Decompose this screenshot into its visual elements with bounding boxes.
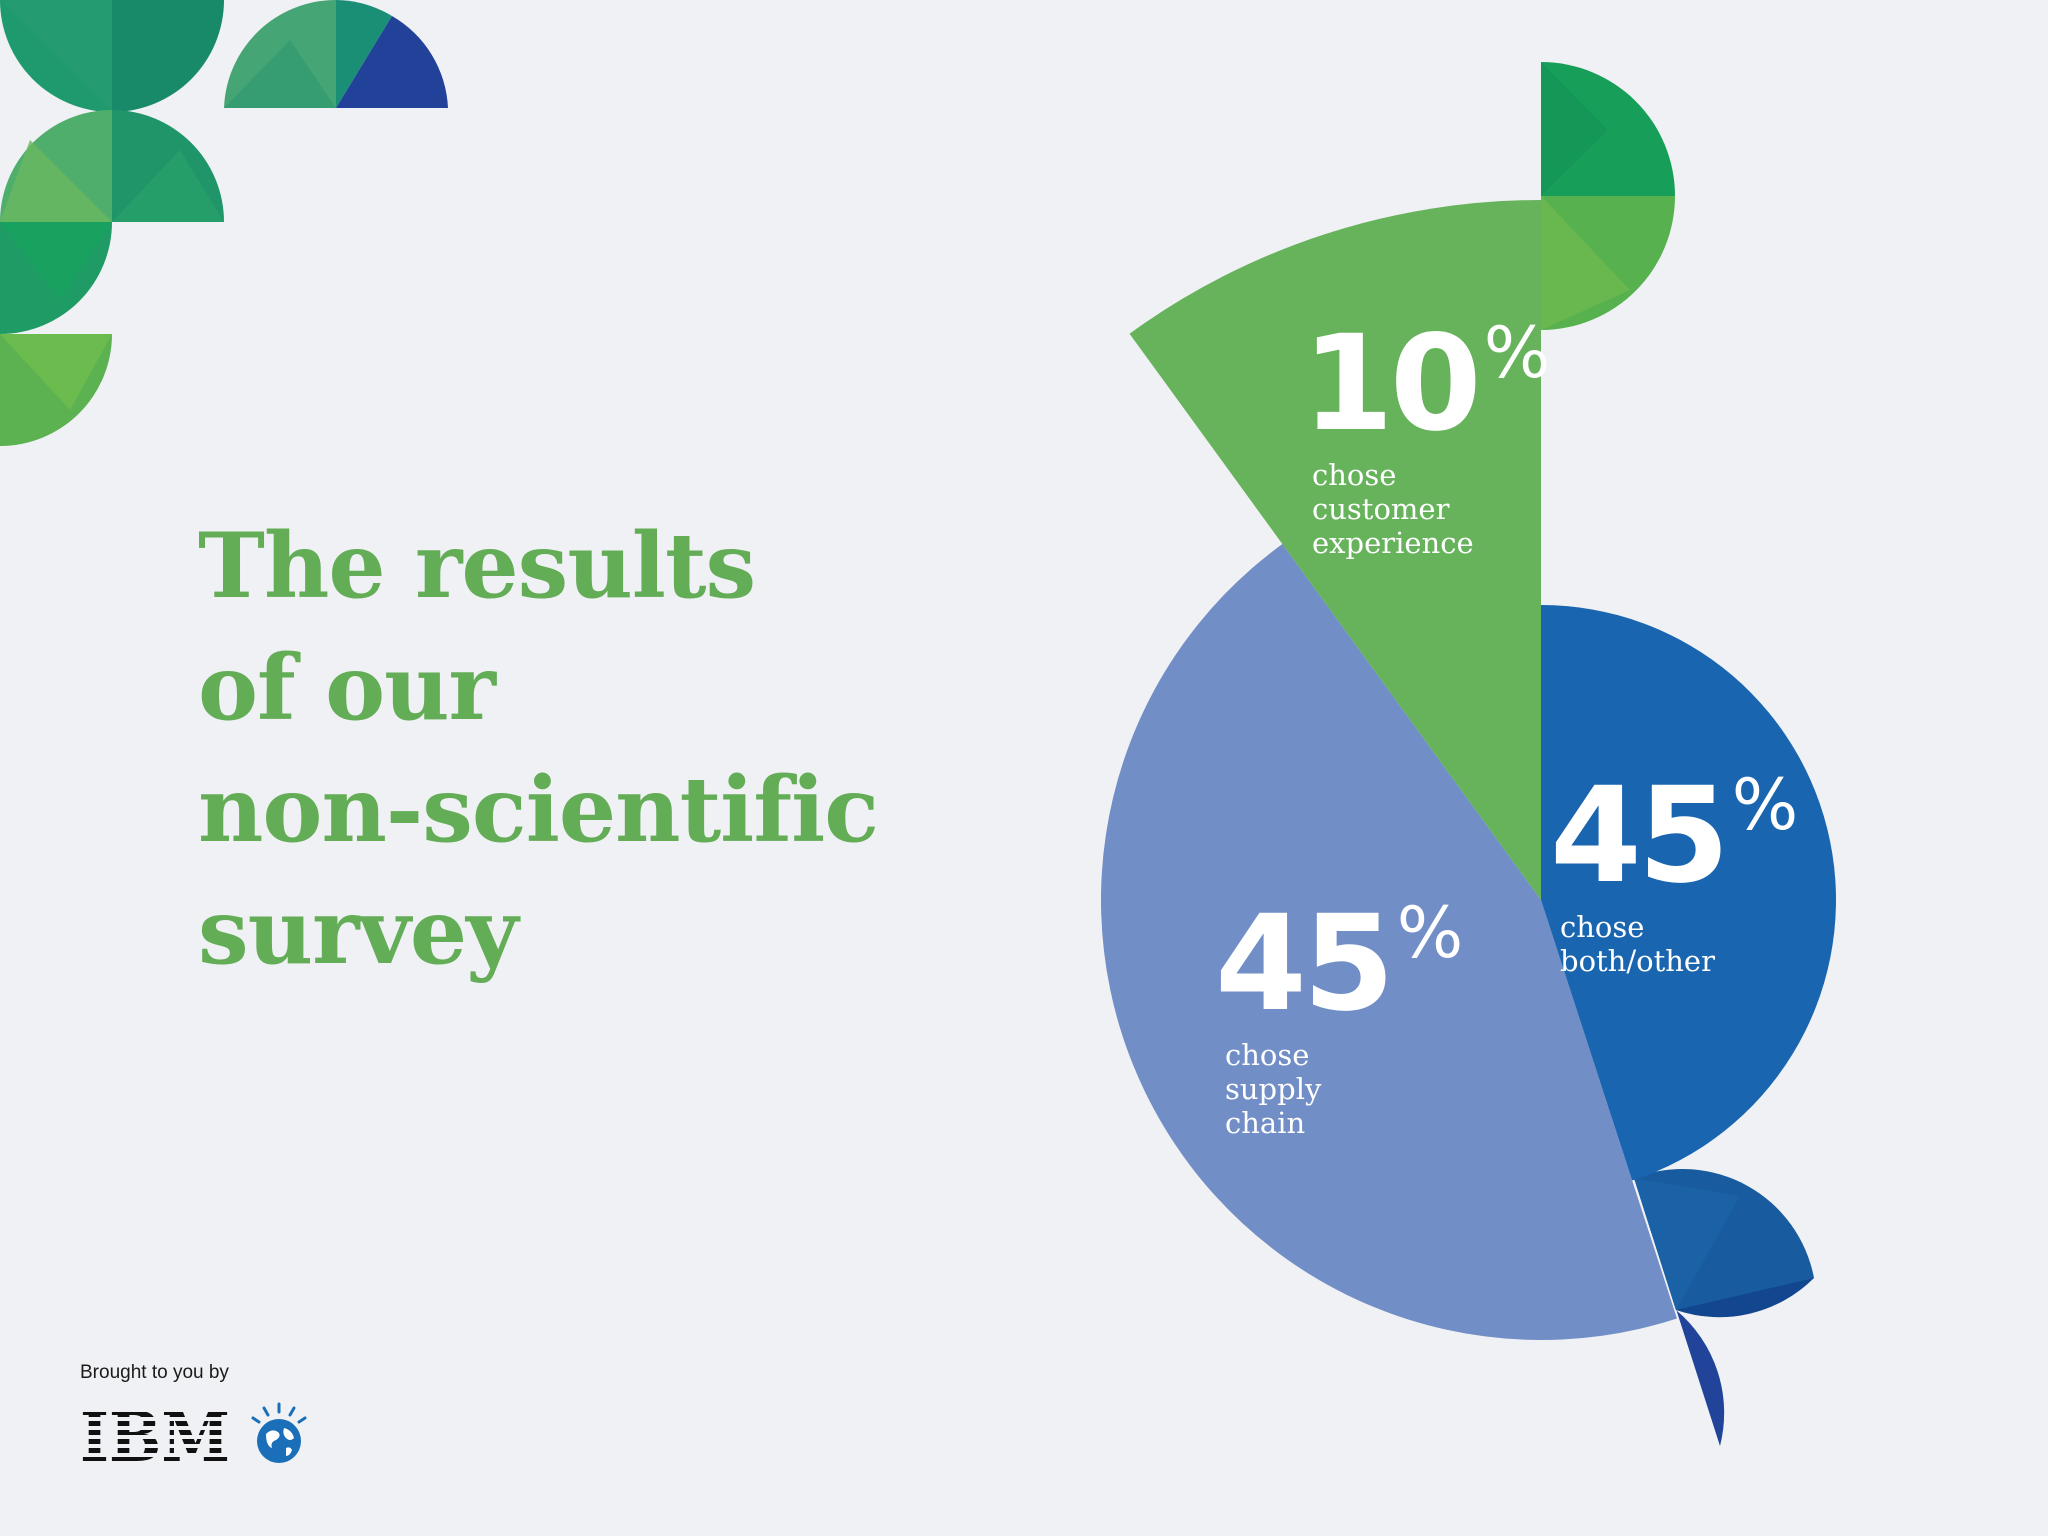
slice-caption: chose supply chain <box>1225 1038 1463 1140</box>
title-line: non-scientific <box>198 757 879 863</box>
brought-by-text: Brought to you by <box>80 1362 229 1383</box>
pie-slice-chose-supply-chain <box>1101 544 1677 1340</box>
title-line: The results <box>198 513 756 619</box>
data-label-supply-chain: 45% chose supply chain <box>1215 898 1463 1140</box>
data-label-both-other: 45% chose both/other <box>1550 770 1798 978</box>
caption-line: chose <box>1560 910 1645 944</box>
percent-sign: % <box>1396 892 1464 974</box>
data-label-customer-experience: 10% chose customer experience <box>1302 318 1550 560</box>
slice-caption: chose customer experience <box>1312 458 1550 560</box>
chart-decor-bottom <box>1634 1168 1814 1446</box>
decorative-pattern <box>0 0 448 446</box>
slice-caption: chose both/other <box>1560 910 1798 978</box>
globe-icon <box>251 1402 307 1463</box>
footer-branding: Brought to you by IBM <box>80 1362 314 1468</box>
percent-value: 45 <box>1215 887 1395 1041</box>
percent-sign: % <box>1731 764 1799 846</box>
svg-text:IBM: IBM <box>80 1401 230 1465</box>
percent-value: 45 <box>1550 759 1730 913</box>
caption-line: experience <box>1312 526 1474 560</box>
pie-slice-chose-customer-experience <box>1129 200 1541 900</box>
chart-decor-top <box>1541 62 1675 330</box>
pie-slice-chose-both-other <box>1541 605 1836 1181</box>
caption-line: chain <box>1225 1106 1306 1140</box>
ibm-logo: IBM <box>80 1401 230 1465</box>
caption-line: supply <box>1225 1072 1322 1106</box>
percent-sign: % <box>1483 312 1551 394</box>
caption-line: customer <box>1312 492 1450 526</box>
caption-line: chose <box>1312 458 1397 492</box>
caption-line: chose <box>1225 1038 1310 1072</box>
title-line: survey <box>198 879 518 985</box>
page-title: The results of our non-scientific survey <box>198 505 879 993</box>
caption-line: both/other <box>1560 944 1715 978</box>
title-line: of our <box>198 635 496 741</box>
percent-value: 10 <box>1302 307 1482 461</box>
